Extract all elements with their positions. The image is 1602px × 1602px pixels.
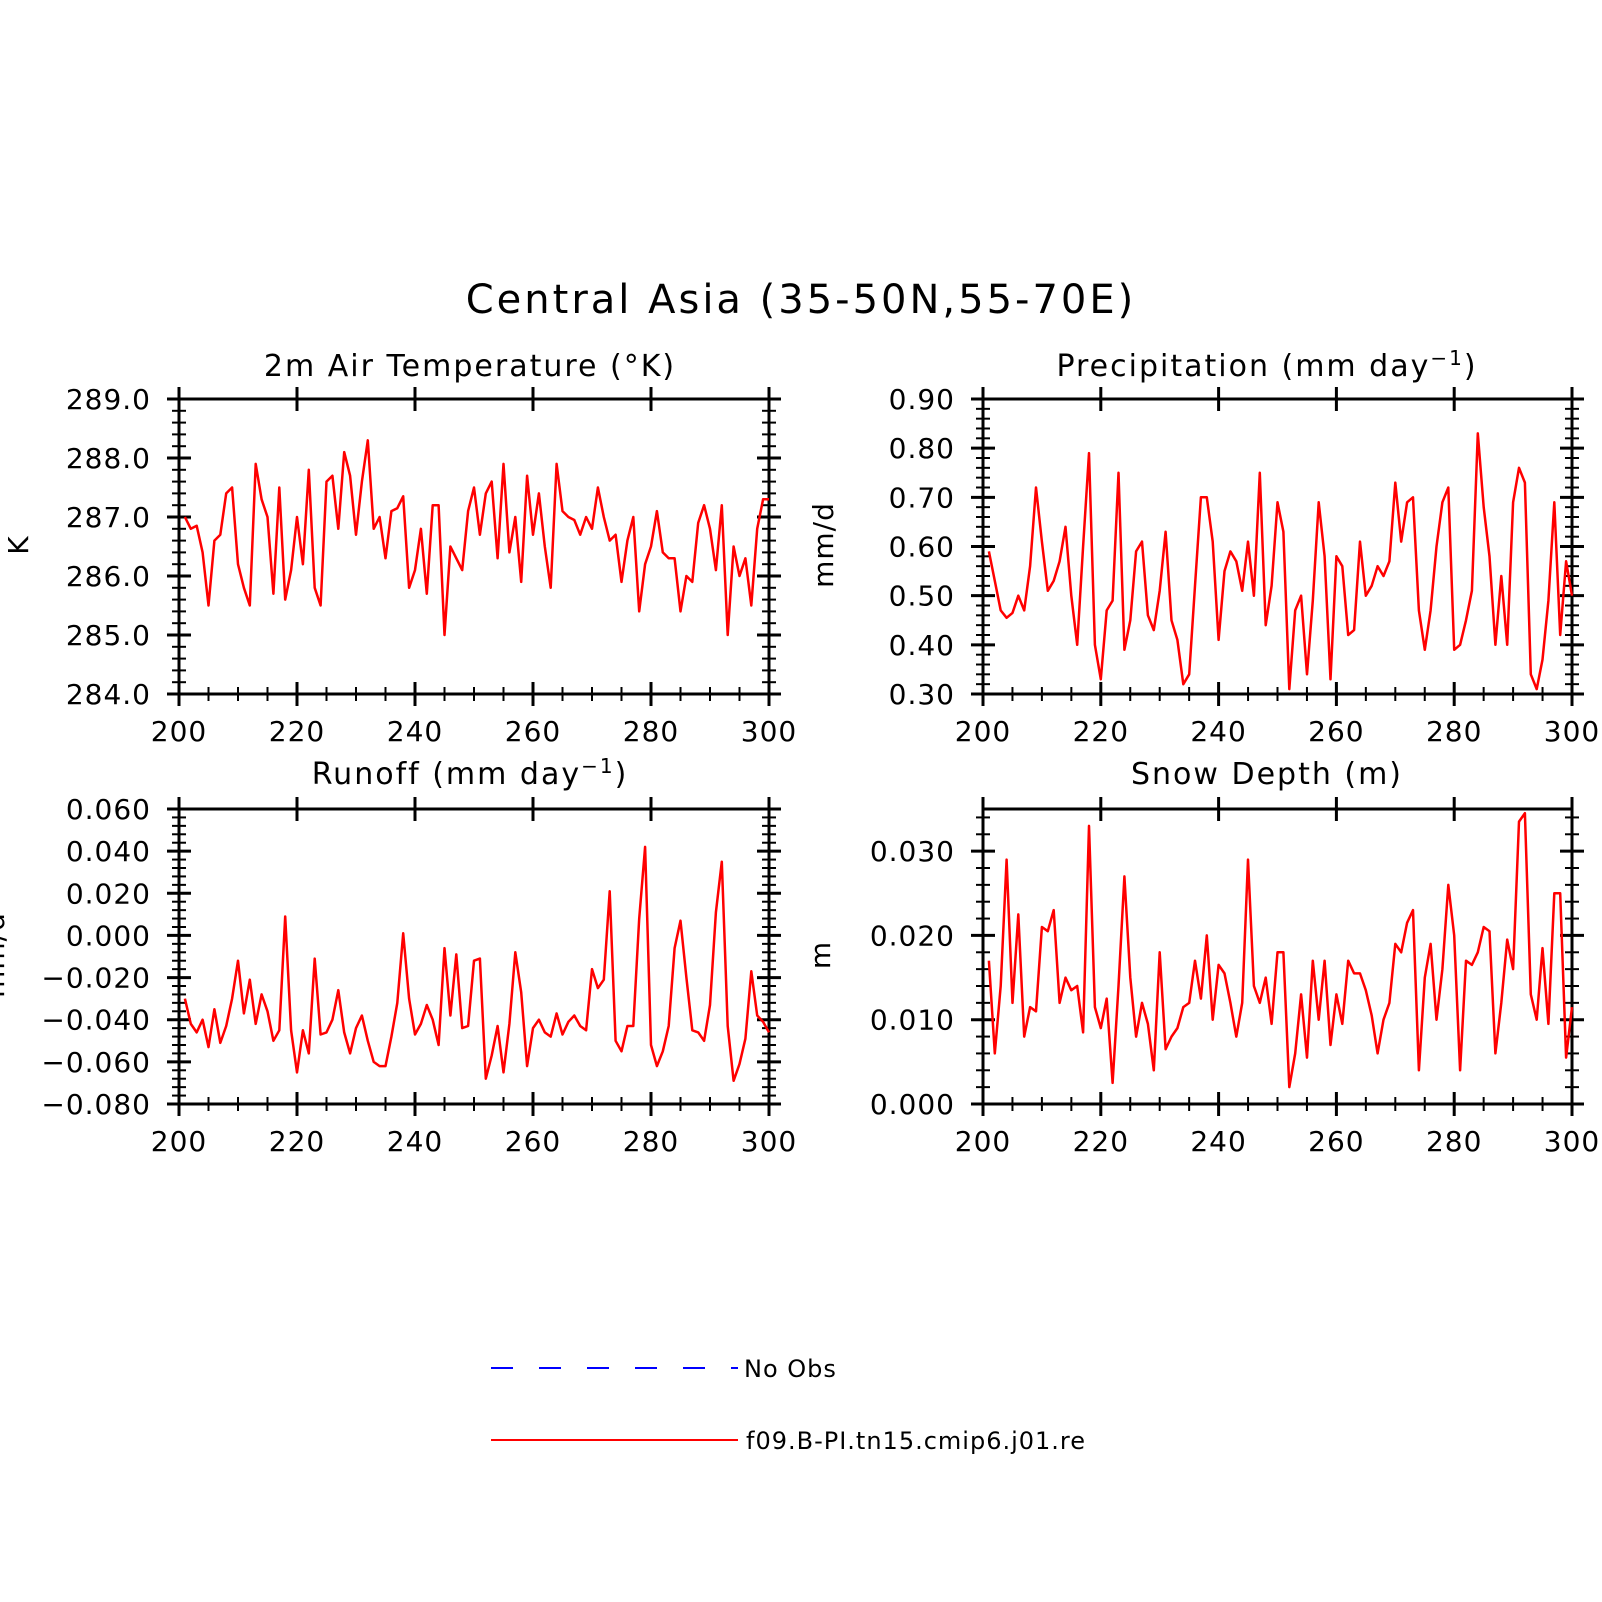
panel-title-runoff: Runoff (mm day−1): [312, 754, 629, 792]
y-axis-label-precipitation: mm/d: [807, 502, 840, 588]
panel-air-temperature: 2m Air Temperature (°K) K 200 220 240 260 28…: [2, 349, 797, 748]
x-tick-label: 220: [269, 1125, 325, 1158]
y-tick-label: 284.0: [66, 678, 151, 711]
plot-area-air-temperature: 200 220 240 260 280 300 284.0 285.0 286.0 287.0 28…: [66, 383, 797, 748]
y-tick-label: 0.70: [889, 481, 955, 514]
series-line-runoff: [183, 845, 771, 1083]
y-tick-label: 289.0: [66, 383, 151, 416]
panel-title-precipitation: Precipitation (mm day−1): [1056, 346, 1477, 384]
x-tick-label: 240: [387, 1125, 443, 1158]
x-tick-label: 280: [1426, 715, 1482, 748]
x-tick-label: 260: [1308, 715, 1364, 748]
y-tick-label: 288.0: [66, 442, 151, 475]
x-tick-label: 260: [1308, 1125, 1364, 1158]
y-axis-label-air-temperature: K: [2, 535, 35, 554]
plot-frame: [177, 397, 771, 696]
legend-label-no-obs: No Obs: [744, 1355, 837, 1383]
y-tick-label: 0.80: [889, 432, 955, 465]
plot-frame: [981, 397, 1574, 696]
y-tick-label: 0.000: [870, 1088, 955, 1121]
series-line-snow-depth: [987, 811, 1574, 1089]
legend: No Obs f09.B-PI.tn15.cmip6.j01.re: [491, 1355, 1086, 1455]
series-line-air-temperature: [183, 439, 769, 637]
x-tick-label: 300: [1544, 715, 1600, 748]
plot-area-precipitation: 200 220 240 260 280 300 0.30 0.40 0.50 0.60 0.70 0.…: [889, 383, 1600, 748]
y-tick-label: −0.040: [41, 1004, 151, 1037]
legend-label-model: f09.B-PI.tn15.cmip6.j01.re: [746, 1427, 1086, 1455]
x-tick-label: 260: [505, 1125, 561, 1158]
y-axis-label-runoff: mm/d: [0, 912, 11, 998]
x-tick-label: 200: [151, 715, 207, 748]
panel-snow-depth: Snow Depth (m) m 200 220 240 260 280 300 0.000…: [804, 757, 1600, 1158]
x-tick-label: 300: [741, 1125, 797, 1158]
y-tick-label: 0.010: [870, 1004, 955, 1037]
x-tick-label: 280: [1426, 1125, 1482, 1158]
plot-area-runoff: 200 220 240 260 280 300 −0.080 −0.060 −0.040 −0.0…: [41, 793, 797, 1158]
plot-area-snow-depth: 200 220 240 260 280 300 0.000 0.010 0.020 0.030: [870, 797, 1600, 1158]
y-axis-label-snow-depth: m: [804, 941, 837, 969]
x-tick-label: 240: [1190, 1125, 1246, 1158]
y-tick-label: −0.060: [41, 1046, 151, 1079]
x-tick-label: 240: [1190, 715, 1246, 748]
y-tick-label: 0.90: [889, 383, 955, 416]
x-tick-label: 200: [151, 1125, 207, 1158]
series-line-precipitation: [987, 432, 1574, 691]
y-tick-label: 0.000: [66, 919, 151, 952]
x-tick-label: 220: [1073, 715, 1129, 748]
y-tick-label: 0.060: [66, 793, 151, 826]
y-tick-label: 0.020: [870, 919, 955, 952]
y-tick-label: 287.0: [66, 501, 151, 534]
panel-title-air-temperature: 2m Air Temperature (°K): [264, 349, 676, 384]
y-tick-label: 0.60: [889, 531, 955, 564]
y-tick-label: 0.30: [889, 678, 955, 711]
panel-precipitation: Precipitation (mm day−1) mm/d 200 220 240 2…: [807, 346, 1600, 748]
y-tick-label: 0.030: [870, 835, 955, 868]
x-tick-label: 280: [623, 715, 679, 748]
y-tick-label: 285.0: [66, 619, 151, 652]
plot-frame: [177, 807, 771, 1106]
main-title: Central Asia (35-50N,55-70E): [466, 277, 1136, 323]
y-tick-label: 0.020: [66, 877, 151, 910]
x-tick-label: 200: [955, 1125, 1011, 1158]
x-tick-label: 220: [1073, 1125, 1129, 1158]
x-tick-label: 200: [955, 715, 1011, 748]
x-tick-label: 300: [1544, 1125, 1600, 1158]
x-tick-label: 240: [387, 715, 443, 748]
y-tick-label: 0.50: [889, 580, 955, 613]
x-tick-label: 260: [505, 715, 561, 748]
y-tick-label: 0.040: [66, 835, 151, 868]
y-tick-label: 286.0: [66, 560, 151, 593]
panel-runoff: Runoff (mm day−1) mm/d 200 220 240 260 280 30…: [0, 754, 797, 1158]
y-tick-label: 0.40: [889, 629, 955, 662]
x-tick-label: 220: [269, 715, 325, 748]
x-tick-label: 280: [623, 1125, 679, 1158]
panel-title-snow-depth: Snow Depth (m): [1131, 757, 1403, 792]
x-tick-label: 300: [741, 715, 797, 748]
y-tick-label: −0.080: [41, 1088, 151, 1121]
y-tick-label: −0.020: [41, 962, 151, 995]
